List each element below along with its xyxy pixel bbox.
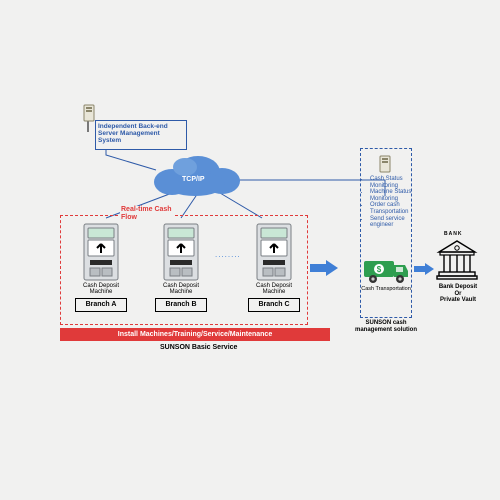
server-icon-left	[82, 104, 96, 122]
bank-icon	[436, 238, 478, 280]
atm-icon	[161, 222, 201, 282]
mgmt-item: Cash Status Monitoring	[370, 176, 418, 189]
cloud-label: TCP/IP	[182, 176, 205, 184]
truck-label: Cash Transportation	[358, 286, 414, 292]
atm-label: Cash Deposit Machine	[72, 283, 130, 296]
mgmt-caption: SUNSON cash management solution	[355, 320, 417, 333]
branch-b-group: Cash Deposit Machine Branch B	[152, 222, 210, 312]
arrow-to-truck-icon	[310, 260, 338, 276]
atm-label: Cash Deposit Machine	[152, 283, 210, 296]
atm-icon	[254, 222, 294, 282]
branch-a-group: Cash Deposit Machine Branch A	[72, 222, 130, 312]
branch-c-group: Cash Deposit Machine Branch C	[245, 222, 303, 312]
branch-name-box: Branch C	[248, 298, 300, 312]
server-icon-mgmt	[378, 155, 392, 173]
svg-text:$: $	[377, 265, 382, 274]
mgmt-bullets: Cash Status Monitoring Machine Status Mo…	[362, 176, 418, 229]
mgmt-dashed-box	[360, 148, 412, 318]
server-mgmt-box: Independent Back-end Server Management S…	[95, 120, 187, 150]
atm-icon	[81, 222, 121, 282]
arrow-to-bank-icon	[414, 262, 434, 274]
branch-name-box: Branch B	[155, 298, 207, 312]
truck-icon: $	[363, 258, 409, 284]
cloud-icon	[150, 154, 245, 196]
realtime-cashflow-label: Real-time Cash Flow	[120, 206, 173, 221]
mgmt-item: Send service engineer	[370, 216, 418, 229]
atm-label: Cash Deposit Machine	[245, 283, 303, 296]
install-bar: Install Machines/Training/Service/Mainte…	[60, 328, 330, 341]
bank-caption: Bank Deposit Or Private Vault	[432, 284, 484, 304]
server-mgmt-label: Independent Back-end Server Management S…	[98, 123, 168, 144]
dots-separator: ........	[215, 250, 241, 259]
bank-title: BANK	[444, 232, 462, 238]
mgmt-item: Machine Status Monitoring	[370, 189, 418, 202]
mgmt-item: Order cash Transportation	[370, 202, 418, 215]
basic-service-label: SUNSON Basic Service	[160, 344, 237, 352]
branch-name-box: Branch A	[75, 298, 127, 312]
